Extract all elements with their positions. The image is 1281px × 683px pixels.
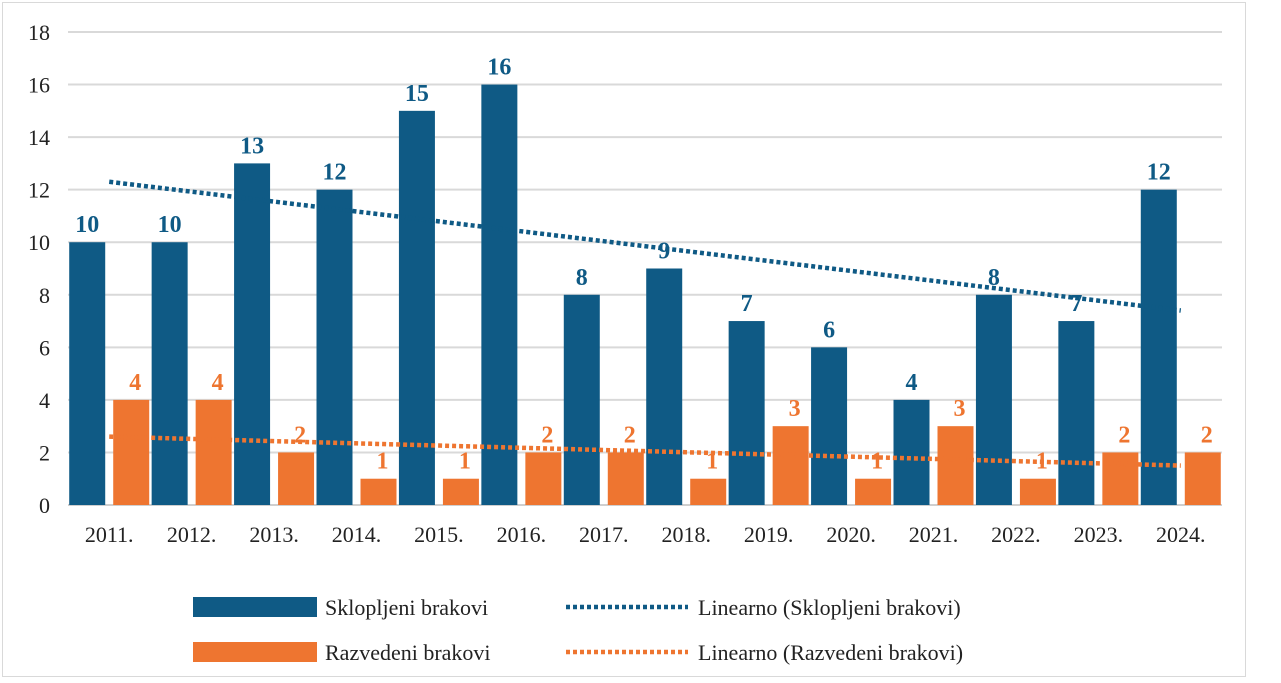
y-tick-label: 8 (39, 283, 50, 308)
data-label-razvedeni-brakovi: 2 (541, 422, 553, 448)
data-label-razvedeni-brakovi: 4 (212, 370, 224, 396)
bar-razvedeni-brakovi (937, 426, 974, 505)
bar-razvedeni-brakovi (1019, 478, 1056, 505)
x-tick-label: 2024. (1156, 522, 1206, 547)
bar-sklopljeni-brakovi (69, 242, 106, 505)
data-label-sklopljeni-brakovi: 7 (741, 291, 753, 317)
legend-label-linearno-razvedeni-brakovi: Linearno (Razvedeni brakovi) (698, 640, 963, 665)
bar-razvedeni-brakovi (360, 478, 397, 505)
x-tick-label: 2018. (661, 522, 711, 547)
x-tick-label: 2013. (249, 522, 299, 547)
bar-razvedeni-brakovi (690, 478, 727, 505)
bar-razvedeni-brakovi (772, 426, 809, 505)
data-label-razvedeni-brakovi: 1 (706, 449, 718, 475)
data-label-razvedeni-brakovi: 1 (871, 449, 883, 475)
trendline-sklopljeni-brakovi (108, 179, 1182, 313)
data-label-sklopljeni-brakovi: 8 (576, 265, 588, 291)
x-tick-label: 2023. (1074, 522, 1124, 547)
data-label-sklopljeni-brakovi: 10 (75, 212, 99, 238)
bar-sklopljeni-brakovi (646, 268, 683, 505)
x-tick-label: 2011. (85, 522, 134, 547)
trendline-razvedeni-brakovi (109, 434, 1181, 468)
bar-razvedeni-brakovi (607, 452, 644, 505)
x-tick-label: 2017. (579, 522, 629, 547)
x-tick-label: 2015. (414, 522, 464, 547)
x-tick-label: 2022. (991, 522, 1041, 547)
data-label-sklopljeni-brakovi: 4 (906, 370, 918, 396)
data-label-razvedeni-brakovi: 2 (294, 422, 306, 448)
x-tick-label: 2020. (826, 522, 876, 547)
data-label-sklopljeni-brakovi: 12 (1147, 160, 1171, 186)
data-label-razvedeni-brakovi: 1 (377, 449, 389, 475)
chart-frame (2, 2, 1246, 677)
y-tick-label: 16 (28, 73, 50, 98)
data-label-sklopljeni-brakovi: 9 (658, 239, 670, 265)
bar-sklopljeni-brakovi (316, 189, 353, 505)
data-label-razvedeni-brakovi: 3 (954, 396, 966, 422)
bar-sklopljeni-brakovi (234, 163, 271, 505)
legend-label-razvedeni-brakovi: Razvedeni brakovi (325, 640, 491, 665)
y-axis: 0 2 4 6 8 10 12 14 16 18 (28, 20, 50, 518)
y-tick-label: 18 (28, 20, 50, 45)
bar-razvedeni-brakovi (195, 399, 232, 505)
bar-razvedeni-brakovi (855, 478, 892, 505)
legend: Sklopljeni brakovi Linearno (Sklopljeni b… (193, 595, 963, 665)
data-label-sklopljeni-brakovi: 10 (158, 212, 182, 238)
data-label-sklopljeni-brakovi: 12 (323, 160, 347, 186)
bars (69, 84, 1221, 506)
y-tick-label: 6 (39, 335, 50, 360)
bar-sklopljeni-brakovi (481, 84, 518, 506)
data-label-razvedeni-brakovi: 1 (459, 449, 471, 475)
data-label-sklopljeni-brakovi: 15 (405, 81, 429, 107)
data-label-razvedeni-brakovi: 1 (1036, 449, 1048, 475)
bar-sklopljeni-brakovi (563, 294, 600, 505)
y-tick-label: 0 (39, 493, 50, 518)
y-tick-label: 10 (28, 230, 50, 255)
x-tick-label: 2014. (332, 522, 382, 547)
x-tick-label: 2021. (909, 522, 959, 547)
data-label-sklopljeni-brakovi: 16 (487, 55, 511, 81)
bar-sklopljeni-brakovi (811, 347, 848, 505)
data-label-sklopljeni-brakovi: 13 (240, 133, 264, 159)
bar-razvedeni-brakovi (113, 399, 150, 505)
data-label-razvedeni-brakovi: 3 (789, 396, 801, 422)
bar-sklopljeni-brakovi (1058, 321, 1095, 505)
y-tick-label: 12 (28, 178, 50, 203)
data-label-razvedeni-brakovi: 2 (1201, 422, 1213, 448)
x-axis: 2011. 2012. 2013. 2014. 2015. 2016. 2017. 2018.… (68, 504, 1222, 547)
bar-sklopljeni-brakovi (975, 294, 1012, 505)
y-tick-label: 2 (39, 440, 50, 465)
data-label-razvedeni-brakovi: 2 (624, 422, 636, 448)
legend-swatch-razvedeni-brakovi (193, 642, 317, 662)
legend-swatch-sklopljeni-brakovi (193, 597, 317, 617)
bar-razvedeni-brakovi (1184, 452, 1221, 505)
x-tick-label: 2019. (744, 522, 794, 547)
x-tick-label: 2016. (497, 522, 547, 547)
bar-sklopljeni-brakovi (893, 399, 930, 505)
bar-sklopljeni-brakovi (728, 321, 765, 505)
bar-razvedeni-brakovi (1102, 452, 1139, 505)
x-tick-label: 2012. (167, 522, 217, 547)
bar-razvedeni-brakovi (525, 452, 562, 505)
y-tick-label: 14 (28, 125, 50, 150)
bar-sklopljeni-brakovi (398, 110, 435, 505)
legend-label-sklopljeni-brakovi: Sklopljeni brakovi (325, 595, 488, 620)
y-tick-label: 4 (39, 388, 50, 413)
trendlines (108, 179, 1182, 468)
data-label-sklopljeni-brakovi: 6 (823, 317, 835, 343)
data-label-sklopljeni-brakovi: 8 (988, 265, 1000, 291)
bar-sklopljeni-brakovi (1140, 189, 1177, 505)
bar-sklopljeni-brakovi (151, 242, 188, 505)
data-label-razvedeni-brakovi: 4 (129, 370, 141, 396)
data-label-razvedeni-brakovi: 2 (1118, 422, 1130, 448)
bar-razvedeni-brakovi (278, 452, 315, 505)
data-label-sklopljeni-brakovi: 7 (1070, 291, 1082, 317)
bar-razvedeni-brakovi (442, 478, 479, 505)
legend-label-linearno-sklopljeni-brakovi: Linearno (Sklopljeni brakovi) (698, 595, 961, 620)
